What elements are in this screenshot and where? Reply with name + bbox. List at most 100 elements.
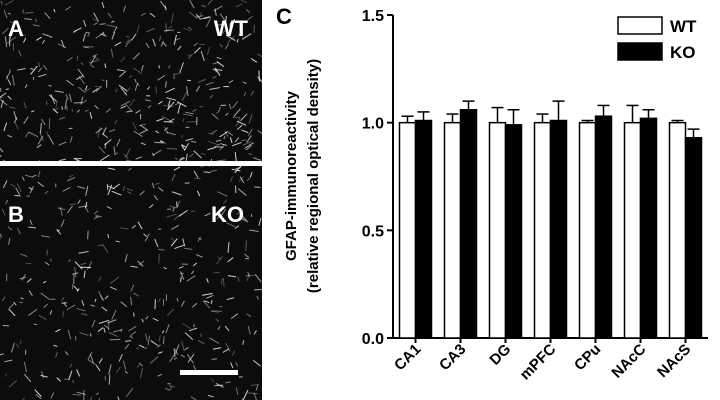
bar — [414, 119, 433, 339]
cell-process — [87, 359, 97, 366]
cell-process — [77, 86, 86, 93]
cell-process — [168, 118, 175, 123]
cell-process — [241, 129, 249, 134]
cell-process — [219, 131, 228, 138]
cell-process — [158, 36, 162, 42]
cell-process — [243, 91, 247, 97]
cell-process — [210, 299, 213, 304]
cell-process — [126, 387, 134, 397]
cell-process — [49, 258, 53, 262]
cell-process — [4, 0, 14, 6]
cell-process — [108, 364, 112, 375]
cell-process — [197, 340, 205, 345]
cell-process — [101, 79, 105, 82]
cell-process — [193, 47, 201, 54]
cell-process — [231, 168, 241, 172]
cell-process — [29, 219, 33, 226]
cell-process — [157, 297, 161, 303]
cell-process — [147, 104, 152, 109]
cell-process — [133, 312, 135, 317]
cell-process — [225, 15, 227, 23]
cell-process — [176, 297, 179, 302]
cell-process — [65, 6, 72, 11]
cell-process — [77, 199, 81, 204]
cell-process — [81, 300, 85, 306]
bar — [668, 121, 687, 339]
cell-process — [164, 5, 167, 11]
cell-process — [10, 183, 16, 188]
cell-process — [237, 188, 247, 196]
panel-label: A — [8, 16, 24, 41]
cell-process — [23, 116, 29, 124]
cell-process — [87, 351, 93, 360]
cell-process — [224, 130, 229, 137]
cell-process — [134, 82, 139, 91]
cell-process — [247, 392, 258, 395]
cell-process — [216, 142, 222, 146]
cell-process — [249, 229, 259, 232]
cell-process — [37, 170, 41, 178]
cell-process — [66, 56, 73, 62]
cell-process — [123, 153, 129, 159]
cell-process — [144, 233, 150, 242]
cell-process — [95, 86, 102, 93]
cell-process — [108, 374, 111, 385]
legend-swatch — [617, 42, 663, 61]
cell-process — [205, 81, 214, 86]
cell-process — [207, 394, 214, 398]
cell-process — [14, 121, 19, 130]
cell-process — [237, 276, 240, 282]
cell-process — [225, 34, 236, 42]
cell-process — [120, 105, 127, 109]
cell-process — [215, 318, 220, 322]
cell-process — [180, 300, 185, 307]
cell-process — [93, 22, 99, 26]
cell-process — [199, 106, 203, 108]
cell-process — [164, 126, 169, 135]
cell-process — [210, 310, 219, 314]
cell-process — [23, 361, 28, 373]
cell-process — [44, 190, 49, 195]
cell-process — [107, 319, 117, 324]
cell-process — [180, 135, 184, 139]
cell-process — [56, 229, 60, 232]
cell-process — [186, 275, 196, 282]
cell-process — [190, 140, 197, 143]
cell-process — [115, 240, 120, 243]
cell-process — [207, 0, 213, 6]
cell-process — [40, 292, 50, 300]
cell-process — [36, 159, 41, 165]
cell-process — [171, 191, 182, 196]
cell-process — [17, 68, 26, 71]
cell-process — [181, 145, 186, 151]
cell-process — [122, 186, 125, 192]
cell-process — [16, 343, 20, 349]
cell-process — [135, 156, 142, 160]
cell-process — [1, 27, 10, 35]
cell-process — [2, 159, 10, 166]
cell-process — [250, 58, 258, 63]
cell-process — [192, 302, 198, 308]
cell-process — [114, 119, 118, 125]
y-tick-label: 1.0 — [362, 116, 384, 133]
cell-process — [238, 21, 242, 25]
cell-process — [109, 338, 121, 341]
cell-process — [8, 106, 16, 109]
cell-process — [204, 212, 211, 217]
cell-process — [253, 330, 257, 335]
cell-process — [125, 36, 130, 38]
cell-process — [231, 141, 242, 147]
cell-process — [183, 27, 192, 32]
cell-process — [250, 90, 255, 96]
cell-process — [223, 135, 226, 140]
cell-process — [101, 306, 108, 312]
cell-process — [208, 158, 213, 167]
cell-process — [125, 103, 134, 113]
cell-process — [165, 131, 176, 136]
cell-process — [188, 11, 198, 19]
cell-process — [115, 366, 121, 373]
y-tick-label: 0.0 — [362, 331, 384, 348]
cell-process — [187, 353, 195, 363]
cell-process — [89, 333, 92, 337]
cell-process — [14, 194, 21, 197]
